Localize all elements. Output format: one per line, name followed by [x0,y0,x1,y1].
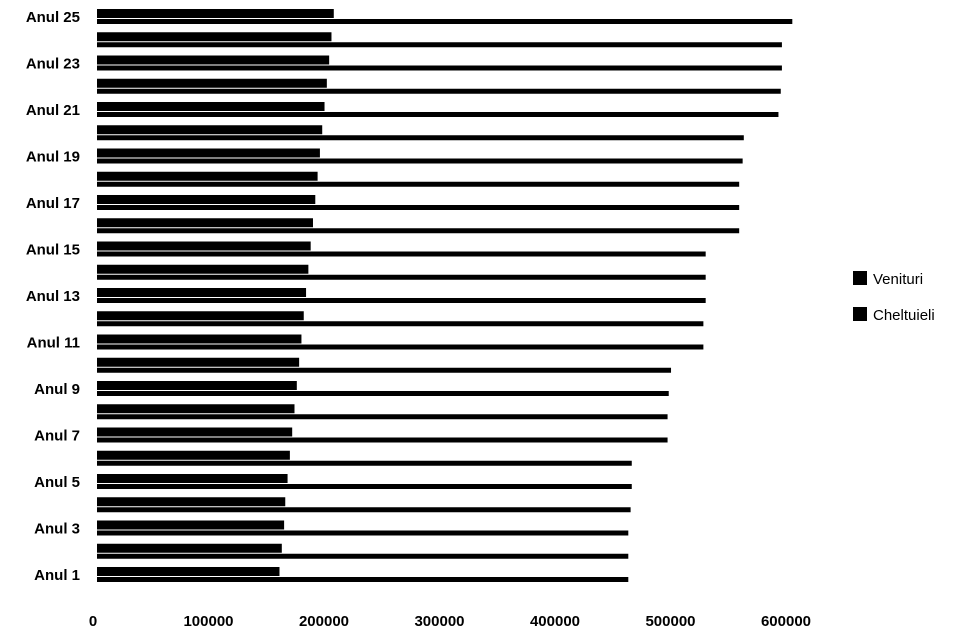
bar-cheltuieli-anul-2 [97,543,282,553]
bar-cheltuieli-anul-4 [97,497,286,507]
bar-venituri-anul-22 [97,88,781,94]
category-label-anul-17: Anul 17 [26,195,80,212]
bar-venituri-anul-11 [97,344,704,350]
x-tick-label-100000: 100000 [183,613,233,630]
bar-venituri-anul-13 [97,298,706,303]
bar-cheltuieli-anul-25 [97,9,334,18]
bar-venituri-anul-23 [97,65,782,71]
bar-venituri-anul-21 [97,112,779,117]
bar-cheltuieli-anul-13 [97,288,307,297]
x-axis-tick-labels: 0 100000 200000 300000 400000 500000 600000 [89,613,811,630]
bar-cheltuieli-anul-16 [97,218,313,228]
bar-cheltuieli-anul-19 [97,148,320,158]
bar-venituri-anul-24 [97,42,782,48]
bar-cheltuieli-anul-1 [97,567,280,576]
bar-cheltuieli-anul-12 [97,311,304,321]
x-tick-label-200000: 200000 [299,613,349,630]
bar-venituri-anul-20 [97,135,744,141]
category-label-anul-15: Anul 15 [26,242,80,259]
x-tick-label-500000: 500000 [645,613,695,630]
bar-venituri-anul-5 [97,484,632,489]
x-tick-label-600000: 600000 [761,613,811,630]
category-label-anul-9: Anul 9 [34,381,80,398]
legend: Venituri Cheltuieli [853,271,935,324]
bar-cheltuieli-anul-14 [97,264,309,274]
bar-venituri-anul-25 [97,19,793,24]
category-label-anul-13: Anul 13 [26,288,80,305]
legend-swatch-venituri [853,271,867,285]
bar-cheltuieli-anul-3 [97,520,285,530]
bar-cheltuieli-anul-5 [97,474,288,483]
bar-cheltuieli-anul-7 [97,427,293,437]
category-label-anul-19: Anul 19 [26,149,80,166]
category-label-anul-5: Anul 5 [34,474,80,491]
bar-venituri-anul-2 [97,553,629,559]
x-tick-label-400000: 400000 [530,613,580,630]
bar-venituri-anul-17 [97,205,740,210]
bar-venituri-anul-12 [97,321,704,327]
category-label-anul-25: Anul 25 [26,9,80,26]
bar-cheltuieli-anul-17 [97,195,316,204]
legend-label-venituri: Venituri [873,271,923,288]
x-tick-label-300000: 300000 [414,613,464,630]
bar-cheltuieli-anul-20 [97,125,323,135]
bar-venituri-anul-9 [97,391,669,396]
legend-label-cheltuieli: Cheltuieli [873,307,935,324]
bar-venituri-anul-1 [97,577,629,582]
bar-cheltuieli-anul-21 [97,102,325,111]
bar-cheltuieli-anul-9 [97,381,297,390]
bar-cheltuieli-anul-11 [97,334,302,344]
bar-cheltuieli-anul-23 [97,55,330,65]
bar-venituri-anul-3 [97,530,629,536]
category-labels: Anul 1 Anul 3 Anul 5 Anul 7 Anul 9 Anul 11 Anu… [26,9,80,584]
bar-venituri-anul-15 [97,251,706,257]
bars-layer [97,9,793,582]
legend-item-venituri: Venituri [853,271,923,288]
x-tick-label-0: 0 [89,613,97,630]
legend-swatch-cheltuieli [853,307,867,321]
bar-cheltuieli-anul-15 [97,241,311,251]
category-label-anul-23: Anul 23 [26,56,80,73]
bar-venituri-anul-19 [97,158,743,164]
bar-cheltuieli-anul-22 [97,78,327,88]
category-label-anul-7: Anul 7 [34,428,80,445]
bar-venituri-anul-14 [97,274,706,280]
bar-venituri-anul-18 [97,181,740,187]
category-label-anul-1: Anul 1 [34,567,80,584]
bar-venituri-anul-6 [97,460,632,466]
bar-cheltuieli-anul-24 [97,32,332,42]
category-label-anul-3: Anul 3 [34,521,80,538]
category-label-anul-21: Anul 21 [26,102,80,119]
bar-cheltuieli-anul-18 [97,171,318,181]
bar-venituri-anul-10 [97,367,672,373]
bar-venituri-anul-8 [97,414,668,420]
bar-venituri-anul-7 [97,437,668,443]
bar-cheltuieli-anul-10 [97,357,300,367]
bar-venituri-anul-16 [97,228,740,234]
bar-venituri-anul-4 [97,507,631,513]
legend-item-cheltuieli: Cheltuieli [853,307,935,324]
bar-cheltuieli-anul-8 [97,404,295,414]
bar-cheltuieli-anul-6 [97,450,290,460]
category-label-anul-11: Anul 11 [27,335,80,352]
